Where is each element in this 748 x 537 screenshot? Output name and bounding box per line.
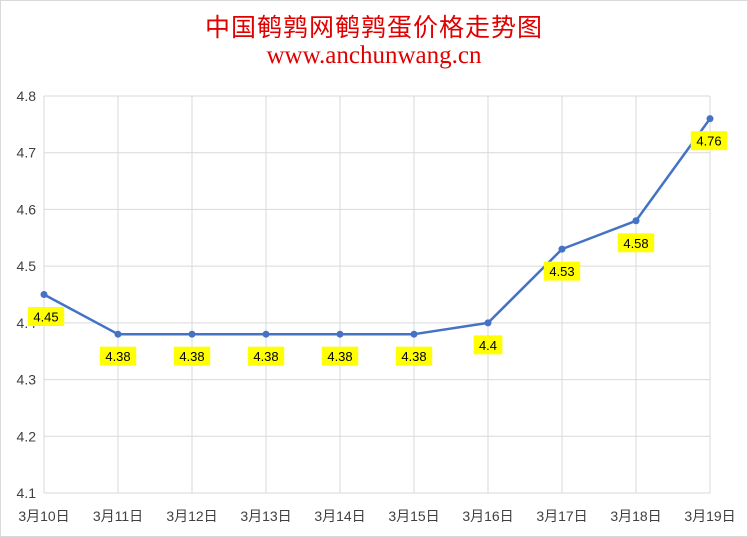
data-point bbox=[410, 330, 418, 338]
x-tick-label: 3月10日 bbox=[18, 508, 69, 524]
y-tick-label: 4.6 bbox=[17, 201, 37, 217]
y-tick-label: 4.3 bbox=[17, 372, 37, 388]
data-label-box bbox=[173, 346, 211, 366]
data-point bbox=[558, 245, 566, 253]
data-point bbox=[706, 115, 714, 123]
x-tick-label: 3月19日 bbox=[684, 508, 735, 524]
data-label-box bbox=[395, 346, 433, 366]
data-label-box bbox=[27, 307, 65, 326]
data-point bbox=[188, 330, 196, 338]
data-label: 4.38 bbox=[105, 349, 130, 364]
data-label: 4.38 bbox=[327, 349, 352, 364]
data-label: 4.38 bbox=[401, 349, 426, 364]
y-tick-label: 4.1 bbox=[17, 485, 37, 501]
data-point bbox=[484, 319, 492, 327]
data-point bbox=[336, 330, 344, 338]
y-tick-label: 4.8 bbox=[17, 88, 37, 104]
x-tick-label: 3月18日 bbox=[610, 508, 661, 524]
x-tick-label: 3月16日 bbox=[462, 508, 513, 524]
data-label-box bbox=[321, 346, 359, 366]
x-tick-label: 3月15日 bbox=[388, 508, 439, 524]
data-label-box bbox=[247, 346, 285, 366]
x-axis-ticks: 3月10日 3月11日 3月12日 3月13日 3月14日 3月15日 3月16日 3月17日… bbox=[18, 508, 735, 524]
y-tick-label: 4.2 bbox=[17, 428, 37, 444]
x-tick-label: 3月17日 bbox=[536, 508, 587, 524]
data-label: 4.58 bbox=[623, 236, 648, 251]
data-label-box bbox=[617, 233, 655, 253]
data-label-box bbox=[690, 131, 728, 151]
data-label: 4.53 bbox=[549, 264, 574, 279]
data-label-box bbox=[99, 346, 137, 366]
data-label-box bbox=[543, 261, 581, 281]
y-tick-label: 4.7 bbox=[17, 145, 37, 161]
data-label: 4.76 bbox=[696, 134, 721, 149]
series-line bbox=[43, 117, 712, 336]
data-point bbox=[114, 330, 122, 338]
gridlines bbox=[43, 95, 711, 494]
data-label: 4.38 bbox=[179, 349, 204, 364]
series-line bbox=[40, 115, 714, 338]
data-label-box bbox=[473, 335, 503, 355]
data-labels: 4.45 4.38 4.38 4.38 4.38 4.38 4.4 4.53 4.58 4.76 bbox=[27, 131, 728, 366]
x-tick-label: 3月13日 bbox=[240, 508, 291, 524]
x-tick-label: 3月12日 bbox=[166, 508, 217, 524]
y-tick-label: 4.5 bbox=[17, 258, 37, 274]
chart-title: 中国鹌鹑网鹌鹑蛋价格走势图 bbox=[204, 13, 543, 42]
y-axis-ticks: 4.14.24.34.44.54.64.74.8 bbox=[17, 88, 37, 501]
chart-subtitle: www.anchunwang.cn bbox=[266, 42, 482, 69]
x-tick-label: 3月11日 bbox=[93, 508, 143, 524]
data-label: 4.4 bbox=[479, 338, 497, 353]
data-point bbox=[262, 330, 270, 338]
data-label: 4.38 bbox=[253, 349, 278, 364]
data-point bbox=[632, 217, 640, 225]
data-point bbox=[40, 291, 48, 298]
x-tick-label: 3月14日 bbox=[314, 508, 365, 524]
data-label: 4.45 bbox=[33, 310, 58, 325]
